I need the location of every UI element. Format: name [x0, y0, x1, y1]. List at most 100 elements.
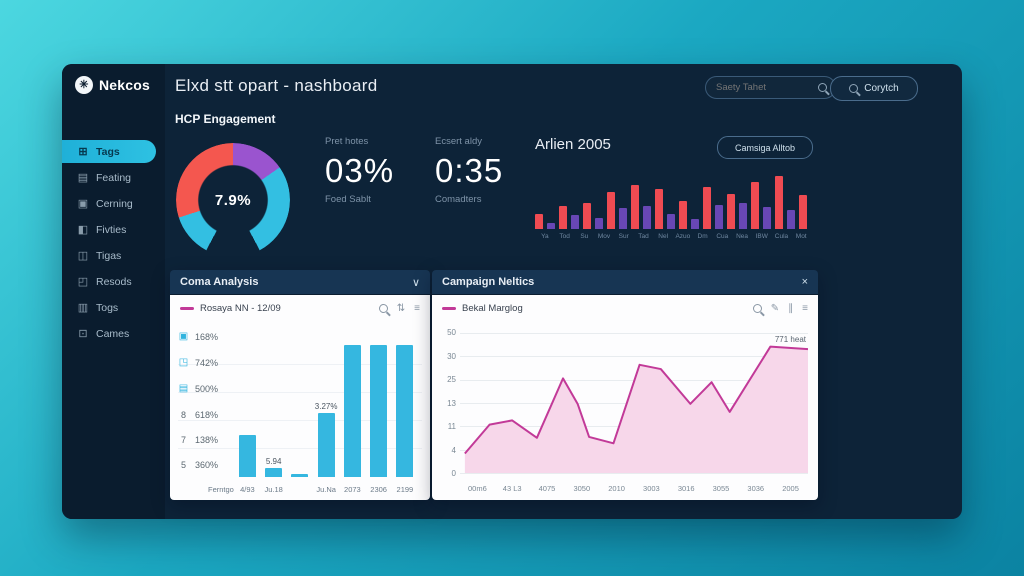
x-tick-label: 3050 — [573, 484, 591, 493]
sidebar-item-label: Fivties — [96, 223, 127, 236]
x-tick-label: 3016 — [677, 484, 695, 493]
y-tick-label: 11 — [447, 422, 456, 431]
app-logo: ✳ Nekcos — [75, 76, 150, 94]
sidebar-nav: ⊞ Tags ▤ Feating ▣ Cerning ◧ Fivties ◫ Tigas ◰ Reso… — [62, 140, 165, 345]
campaign-allots-button[interactable]: Camsiga Alltob — [717, 136, 813, 159]
campaign-annotation: 771 heat — [774, 335, 806, 344]
close-icon[interactable]: × — [801, 276, 808, 288]
sidebar: ✳ Nekcos ⊞ Tags ▤ Feating ▣ Cerning ◧ Fivties ◫ T… — [62, 64, 165, 519]
campaign-card-body: Bekal Marglog ✎ ∥ ≡ 50 30 25 13 11 4 0 771 hea… — [432, 295, 818, 500]
digit-label: 8 — [180, 409, 186, 420]
chart-icon: ◳ — [178, 357, 189, 369]
y-tick-label: 13 — [447, 398, 456, 408]
checkbox-icon: ▣ — [178, 331, 189, 342]
pencil-icon[interactable]: ✎ — [770, 303, 780, 314]
bar-slot — [287, 474, 313, 477]
metric-block: Ecsert aldy 0:35 Comadters — [435, 136, 540, 205]
coma-analysis-card: Coma Analysis ∨ Rosaya NN - 12/09 ⇅ ≡ ▣ 1… — [170, 270, 430, 500]
zoom-icon[interactable] — [752, 304, 762, 313]
bar-purple — [547, 223, 555, 229]
cyan-bar — [238, 435, 256, 477]
main-area: Elxd stt opart - nashboard Corytch HCP E… — [165, 64, 962, 519]
section-title: HCP Engagement — [175, 112, 276, 126]
sidebar-item-tags[interactable]: ⊞ Tags — [62, 140, 156, 163]
chevron-down-icon[interactable]: ∨ — [411, 276, 420, 289]
coma-legend-label: Rosaya NN - 12/09 — [200, 303, 281, 314]
x-tick-label: 43 L3 — [502, 484, 522, 493]
bar-red — [799, 195, 807, 229]
arlien-categories: Ya Tod Su Mov Sur Tad Nel Azuo Dm Cua Nea IBW Cula Mo… — [535, 233, 811, 240]
stat-value: 618% — [195, 409, 219, 420]
stat-value: 138% — [195, 434, 219, 445]
metric-label: Pret hotes — [325, 136, 369, 147]
bar-red — [535, 214, 543, 229]
bar-purple — [691, 219, 699, 229]
stat-value: 742% — [195, 357, 219, 368]
sidebar-item-togs[interactable]: ▥ Togs — [62, 296, 165, 319]
cyan-bar — [343, 345, 361, 477]
bar-purple — [571, 215, 579, 229]
y-tick-label: 0 — [451, 469, 456, 478]
coma-stats: ▣ 168% ◳ 742% ▤ 500% 8 618% 7 138% 5 360% — [178, 331, 240, 470]
bar-purple — [619, 208, 627, 229]
sidebar-item-fivties[interactable]: ◧ Fivties — [62, 218, 165, 241]
search-box[interactable] — [705, 76, 836, 99]
cyan-bar — [317, 413, 335, 477]
search-button[interactable]: Corytch — [830, 76, 918, 101]
search-icon — [849, 84, 859, 93]
axis-label: Su — [580, 233, 589, 240]
bar-red — [703, 187, 711, 229]
bar-purple — [787, 210, 795, 229]
coma-legend-row: Rosaya NN - 12/09 ⇅ ≡ — [170, 295, 430, 314]
bar-purple — [595, 218, 603, 229]
axis-label: Ya — [541, 233, 549, 240]
pause-icon[interactable]: ∥ — [788, 303, 794, 314]
x-tick-label: 3055 — [712, 484, 730, 493]
sidebar-item-label: Resods — [96, 275, 132, 288]
sidebar-item-feating[interactable]: ▤ Feating — [62, 166, 165, 189]
logo-text: Nekcos — [99, 77, 151, 93]
legend-dash-icon — [180, 307, 194, 310]
bar-slot: 5.94 — [261, 457, 287, 477]
dashboard-panel: ✳ Nekcos ⊞ Tags ▤ Feating ▣ Cerning ◧ Fivties ◫ T… — [62, 64, 962, 519]
stat-value: 360% — [195, 459, 219, 470]
menu-icon[interactable]: ≡ — [802, 303, 808, 314]
search-input[interactable] — [714, 81, 812, 94]
bar-red — [631, 185, 639, 229]
menu-icon[interactable]: ≡ — [414, 303, 420, 314]
y-tick-label: 50 — [447, 328, 456, 337]
metric-label: Ecsert aldy — [435, 136, 482, 147]
campaign-line-svg — [460, 333, 808, 473]
bar-slot — [392, 345, 418, 477]
legend-dash-icon — [442, 307, 456, 310]
zoom-icon[interactable] — [378, 304, 388, 313]
cyan-bar — [370, 345, 388, 477]
person-icon: ◧ — [77, 224, 89, 236]
axis-label: Tod — [559, 233, 570, 240]
x-tick-label: 2005 — [782, 484, 799, 493]
stat-row: ◳ 742% — [178, 357, 240, 368]
y-tick-label: 4 — [451, 445, 456, 455]
bar-purple — [715, 205, 723, 229]
lock-icon: ◰ — [77, 276, 89, 288]
sidebar-item-cerning[interactable]: ▣ Cerning — [62, 192, 165, 215]
hcp-gauge-ring — [176, 143, 290, 257]
metric-block: Pret hotes 03% Foed Sablt — [325, 136, 430, 205]
sidebar-item-cames[interactable]: ⊡ Cames — [62, 322, 165, 345]
campaign-card-title: Campaign Neltics — [442, 276, 535, 288]
sidebar-item-resods[interactable]: ◰ Resods — [62, 270, 165, 293]
x-tick-label: 3003 — [643, 484, 660, 493]
coma-card-body: Rosaya NN - 12/09 ⇅ ≡ ▣ 168% ◳ 742% ▤ 500% 8 61… — [170, 295, 430, 500]
axis-label — [287, 485, 313, 494]
bar-slot — [234, 435, 260, 477]
panel-icon: ▤ — [77, 172, 89, 184]
campaign-x-axis: 00m6 43 L3 4075 3050 2010 3003 3016 3055 3036 200… — [460, 484, 808, 493]
bar-purple — [643, 206, 651, 229]
file-icon: ▥ — [77, 302, 89, 314]
axis-label: Dm — [697, 233, 708, 240]
gridline — [460, 333, 808, 334]
sort-icon[interactable]: ⇅ — [396, 303, 406, 314]
axis-label: 2073 — [344, 485, 361, 494]
coma-toolbar: ⇅ ≡ — [378, 303, 420, 314]
sidebar-item-tigas[interactable]: ◫ Tigas — [62, 244, 165, 267]
